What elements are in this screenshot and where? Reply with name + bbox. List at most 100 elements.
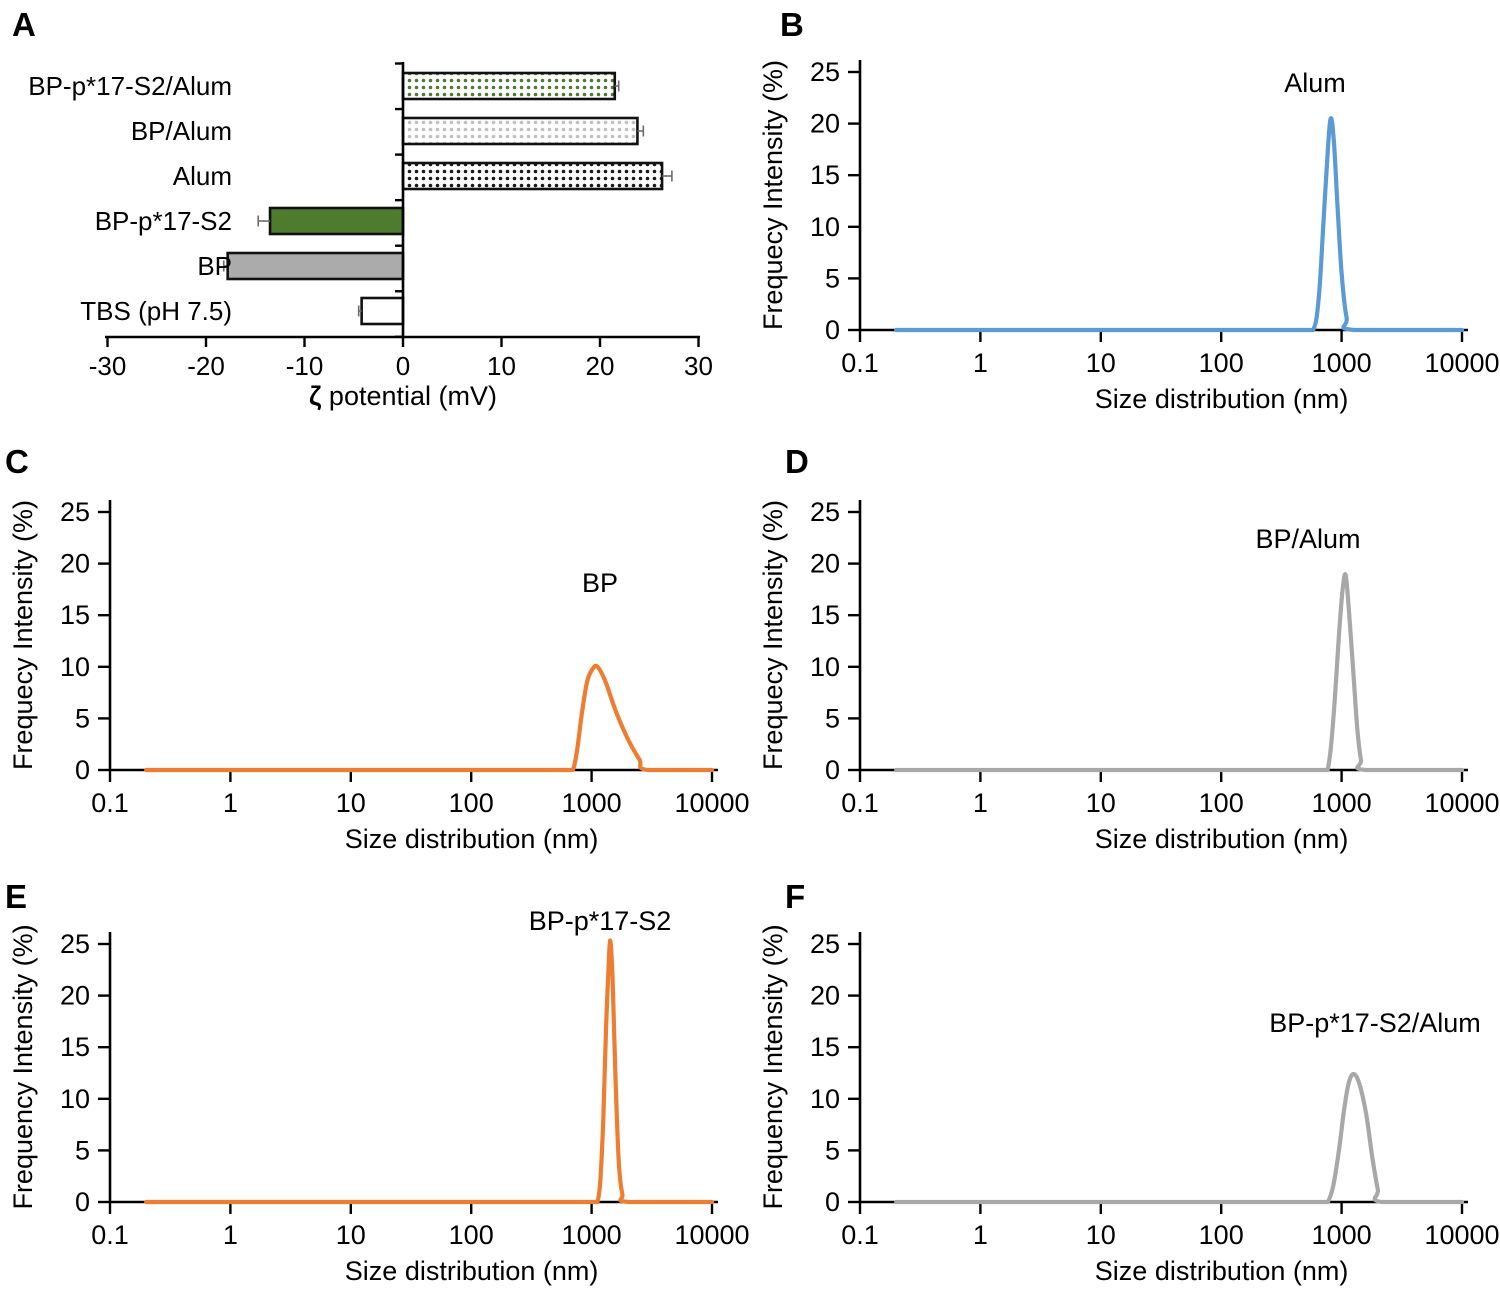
x-axis-title: Size distribution (nm) <box>345 1256 599 1286</box>
y-tick-label: 5 <box>825 1135 840 1165</box>
bar-BP-p*17-S2/Alum <box>401 71 617 101</box>
panel-f: F 0 5 10 15 20 25 0.1 1 10 100 1000 10000 Size distr… <box>750 872 1500 1302</box>
series-label: BP/Alum <box>1255 524 1360 554</box>
bar-BP-p*17-S2 <box>268 206 405 236</box>
x-tick-label: 0 <box>396 351 410 381</box>
x-tick-label: 0.1 <box>91 788 129 818</box>
y-tick-label: 10 <box>810 652 840 682</box>
y-axis-title: Frequecy Intensity (%) <box>758 500 788 770</box>
category-label: BP-p*17-S2/Alum <box>28 71 232 101</box>
x-tick-label: 100 <box>1199 348 1244 378</box>
x-tick-label: 1 <box>973 1220 988 1250</box>
size-distribution-chart-alum: 0 5 10 15 20 25 0.1 1 10 100 1000 10000 Size distrib… <box>758 57 1500 414</box>
y-tick-label: 0 <box>825 315 840 345</box>
panel-b: B 0 5 10 15 20 25 0.1 1 10 100 1000 10000 Size distr… <box>750 0 1500 430</box>
series-curve-BP-p*17-S2 <box>144 938 715 1205</box>
panel-e-letter: E <box>5 878 28 915</box>
x-tick-label: 1000 <box>1312 1220 1372 1250</box>
y-tick-label: 15 <box>60 600 90 630</box>
x-tick-label: 10000 <box>1424 788 1499 818</box>
bar-TBS (pH 7.5) <box>360 296 405 326</box>
x-tick-label: 10000 <box>674 788 749 818</box>
category-label: TBS (pH 7.5) <box>80 296 232 326</box>
x-tick-label: 10000 <box>1424 1220 1499 1250</box>
category-label: BP-p*17-S2 <box>95 206 232 236</box>
x-tick-label: 0.1 <box>91 1220 129 1250</box>
panel-a: A BP-p*17-S2/Alum BP/Alum Alum BP-p*17-S2 BP… <box>0 0 750 430</box>
x-tick-label: 10 <box>1086 348 1116 378</box>
x-axis-title: Size distribution (nm) <box>1095 384 1349 414</box>
category-label: BP/Alum <box>131 116 232 146</box>
y-tick-label: 5 <box>825 703 840 733</box>
y-tick-label: 0 <box>825 1187 840 1217</box>
bar-BP/Alum <box>401 116 639 146</box>
y-tick-label: 10 <box>60 652 90 682</box>
x-tick-label: 0.1 <box>841 1220 879 1250</box>
x-tick-label: 1 <box>223 788 238 818</box>
series-curve-BP <box>144 663 715 773</box>
panel-e: E 0 5 10 15 20 25 0.1 1 10 100 1000 10000 Size distr… <box>0 872 750 1302</box>
y-axis-title: Frequency Intensity (%) <box>758 924 788 1209</box>
x-axis-title: ζ potential (mV) <box>309 381 497 411</box>
x-tick-label: 1 <box>973 788 988 818</box>
x-tick-label: 1000 <box>562 1220 622 1250</box>
category-label: Alum <box>173 161 232 191</box>
x-tick-label: 10 <box>1086 1220 1116 1250</box>
y-tick-label: 25 <box>810 57 840 87</box>
y-tick-label: 20 <box>60 981 90 1011</box>
x-tick-label: 10000 <box>1424 348 1499 378</box>
x-tick-label: -30 <box>89 351 127 381</box>
x-tick-label: 1000 <box>562 788 622 818</box>
x-tick-label: 10 <box>1086 788 1116 818</box>
x-tick-label: 10 <box>336 1220 366 1250</box>
y-tick-label: 5 <box>75 1135 90 1165</box>
x-tick-label: 0.1 <box>841 348 879 378</box>
x-axis-title: Size distribution (nm) <box>1095 824 1349 854</box>
y-tick-label: 0 <box>75 755 90 785</box>
series-curve-Alum <box>894 116 1465 333</box>
x-tick-label: -20 <box>187 351 225 381</box>
x-axis-title: Size distribution (nm) <box>345 824 599 854</box>
x-tick-label: 10000 <box>674 1220 749 1250</box>
size-distribution-chart-bp-p17-s2-alum: 0 5 10 15 20 25 0.1 1 10 100 1000 10000 Size distrib… <box>758 924 1500 1286</box>
panel-c-letter: C <box>5 443 29 480</box>
panel-f-letter: F <box>785 878 806 915</box>
y-tick-label: 0 <box>75 1187 90 1217</box>
y-axis-title: Frequecy Intensity (%) <box>8 500 38 770</box>
category-label: BP <box>197 251 232 281</box>
y-tick-label: 5 <box>75 703 90 733</box>
y-tick-label: 15 <box>810 160 840 190</box>
y-tick-label: 20 <box>60 549 90 579</box>
size-distribution-chart-bp-p17-s2: 0 5 10 15 20 25 0.1 1 10 100 1000 10000 Size distrib… <box>8 906 750 1286</box>
y-tick-label: 15 <box>810 1032 840 1062</box>
size-distribution-chart-bp: 0 5 10 15 20 25 0.1 1 10 100 1000 10000 Size distrib… <box>8 497 750 854</box>
x-tick-label: 100 <box>1199 788 1244 818</box>
bar-BP <box>226 251 405 281</box>
x-tick-label: 100 <box>1199 1220 1244 1250</box>
x-tick-label: 10 <box>336 788 366 818</box>
panel-d-letter: D <box>785 443 809 480</box>
panel-d: D 0 5 10 15 20 25 0.1 1 10 100 1000 10000 Size distr… <box>750 440 1500 870</box>
y-tick-label: 15 <box>810 600 840 630</box>
x-tick-label: 10 <box>487 351 516 381</box>
x-tick-label: 30 <box>684 351 713 381</box>
panel-a-letter: A <box>12 6 36 43</box>
x-axis-title: Size distribution (nm) <box>1095 1256 1349 1286</box>
bar-Alum <box>401 161 664 191</box>
y-axis-title: Frequency Intensity (%) <box>8 924 38 1209</box>
y-tick-label: 25 <box>810 497 840 527</box>
size-distribution-chart-bp-alum: 0 5 10 15 20 25 0.1 1 10 100 1000 10000 Size distrib… <box>758 497 1500 854</box>
y-tick-label: 20 <box>810 549 840 579</box>
zeta-potential-bar-chart: BP-p*17-S2/Alum BP/Alum Alum BP-p*17-S2 BP TB… <box>28 62 713 411</box>
y-tick-label: 20 <box>810 981 840 1011</box>
y-tick-label: 25 <box>60 929 90 959</box>
y-tick-label: 25 <box>810 929 840 959</box>
x-tick-label: 100 <box>449 788 494 818</box>
x-tick-label: 20 <box>586 351 615 381</box>
series-curve-BP-p*17-S2/Alum <box>894 1071 1465 1205</box>
series-label: BP-p*17-S2/Alum <box>1269 1008 1481 1038</box>
y-tick-label: 20 <box>810 109 840 139</box>
x-tick-label: 1000 <box>1312 788 1372 818</box>
series-label: Alum <box>1284 68 1346 98</box>
panel-c: C 0 5 10 15 20 25 0.1 1 10 100 1000 10000 Size distr… <box>0 440 750 870</box>
